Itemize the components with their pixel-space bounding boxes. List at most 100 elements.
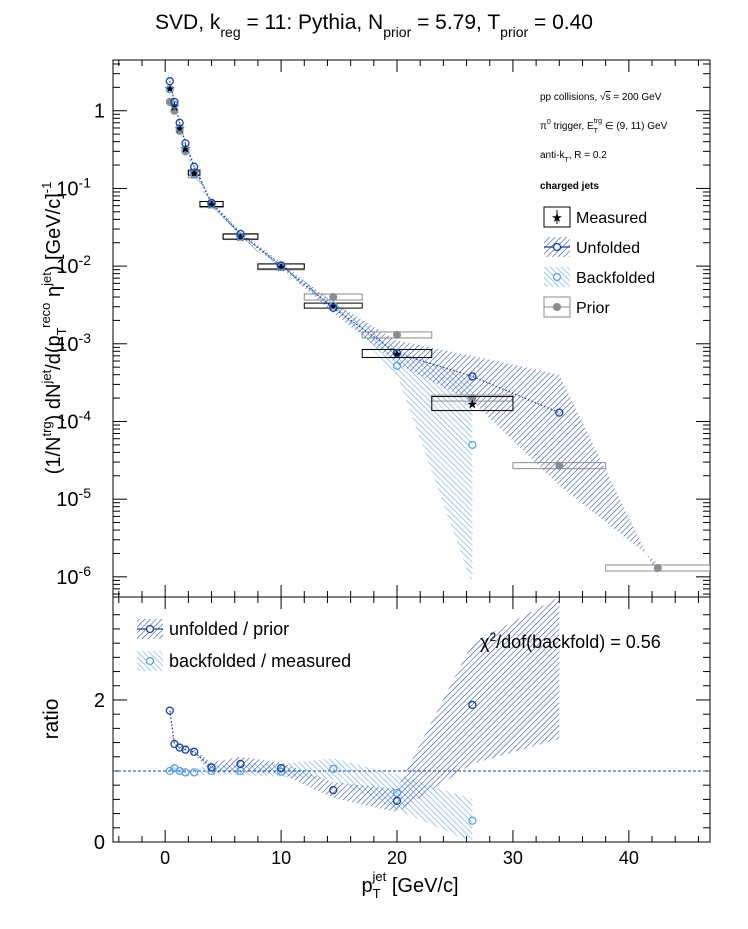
measured-point: ★ (180, 141, 192, 156)
unfolded-ratio-point (189, 747, 199, 756)
backfolded-band (169, 87, 473, 585)
annotation-chi2: χ2/dof(backfold) = 0.56 (480, 630, 661, 652)
unfolded-ratio-point (236, 759, 245, 769)
measured-point: ★ (188, 166, 200, 181)
unfolded-ratio-point (276, 763, 286, 773)
top-y-tick-label: 10-3 (56, 330, 91, 356)
top-y-tick-label: 1 (94, 101, 105, 123)
backfolded-point (468, 440, 477, 450)
ratio-plot-frame (112, 596, 711, 843)
unfolded-band (169, 78, 658, 577)
unfolded-ratio-point (329, 786, 338, 795)
unfolded-point (170, 97, 179, 107)
ratio-y-tick-label: 2 (94, 690, 105, 712)
legend-measured: ★ Measured (543, 206, 647, 228)
measured-box (222, 233, 259, 240)
backfolded-point (165, 84, 174, 94)
backfolded-ratio-point (392, 788, 402, 798)
unfolded-point (189, 162, 199, 171)
legend-prior: Prior (543, 296, 610, 318)
measured-point: ★ (327, 299, 339, 314)
measured-point: ★ (391, 346, 403, 361)
legend-prior-label: Prior (576, 300, 610, 317)
measured-box (431, 396, 514, 412)
backfolded-ratio-point (468, 816, 477, 825)
annotation-algo: anti-kT, R = 0.2 (540, 150, 607, 164)
legend-unfolded-over-prior: unfolded / prior (137, 619, 289, 639)
backfolded-point (175, 123, 184, 133)
unfolded-ratio-point (181, 745, 190, 754)
x-tick-label: 40 (619, 848, 639, 868)
measured-point: ★ (206, 197, 218, 212)
prior-point (555, 461, 564, 470)
chart-title: SVD, kreg = 11: Pythia, Nprior = 5.79, T… (155, 11, 593, 40)
unfolded-point (276, 261, 286, 270)
measured-point: ★ (169, 99, 181, 114)
unfolded-ratio-point (207, 763, 216, 772)
legend-unfolded-label: Unfolded (576, 240, 640, 257)
annotation-trigger: π0 trigger, ETtrg ∈ (9, 11) GeV (540, 118, 668, 135)
unfolded-point (181, 139, 190, 148)
x-tick-label: 20 (387, 848, 407, 868)
legend-backfolded-label: Backfolded (576, 270, 655, 287)
prior-point (170, 106, 179, 115)
top-legend: ★ Measured Unfolded Backfolded Prior (543, 206, 655, 318)
legend-measured-label: Measured (576, 210, 647, 227)
legend-backfolded-over-measured-label: backfolded / measured (169, 651, 351, 671)
unfolded-point (175, 118, 184, 127)
measured-point: ★ (275, 259, 287, 274)
ratio-y-tick-label: 0 (94, 832, 105, 854)
top-axes: 1 10-1 10-2 10-3 10-4 10-5 10-6 (56, 60, 710, 597)
backfolded-point (236, 232, 245, 241)
backfolded-ratio-band (169, 758, 473, 842)
unfolded-ratio-point (468, 700, 477, 710)
unfolded-point (555, 408, 564, 417)
legend-unfolded: Unfolded (544, 237, 640, 257)
top-y-tick-label: 10-5 (56, 485, 91, 511)
x-tick-label: 0 (160, 848, 170, 868)
backfolded-ratio-point (189, 768, 199, 777)
backfolded-ratio-point (181, 768, 190, 777)
prior-point (393, 330, 402, 339)
backfolded-ratio-point (276, 767, 286, 776)
backfolded-point (170, 100, 179, 109)
backfolded-point (392, 361, 402, 370)
legend-measured-marker: ★ (551, 210, 563, 225)
annotation-collisions: pp collisions, √s = 200 GeV (540, 91, 662, 103)
unfolded-point (329, 303, 338, 313)
unfolded-point (236, 229, 245, 239)
unfolded-ratio-point (392, 796, 402, 805)
unfolded-point (207, 198, 216, 208)
measured-point: ★ (174, 121, 186, 136)
unfolded-point (468, 372, 477, 381)
unfolded-point (165, 77, 174, 86)
measured-box (303, 302, 363, 309)
ratio-marks (165, 700, 477, 825)
annotation-jets: charged jets (540, 181, 599, 192)
top-y-tick-label: 10-2 (56, 252, 91, 278)
top-marks: ★ ★ ★ ★ ★ ★ ★ ★ ★ ★ ★ (164, 77, 710, 572)
prior-point (329, 293, 338, 302)
prior-point (653, 563, 662, 572)
backfolded-ratio-point (207, 766, 216, 776)
unfolded-ratio-band (169, 597, 560, 813)
top-bands (169, 78, 658, 585)
measured-point: ★ (467, 397, 479, 412)
legend-backfolded-over-measured: backfolded / measured (137, 651, 351, 671)
unfolded-ratio-point (165, 706, 174, 715)
measured-point: ★ (164, 81, 176, 96)
top-y-tick-label: 10-6 (56, 563, 91, 589)
legend-unfolded-over-prior-label: unfolded / prior (169, 619, 289, 639)
backfolded-ratio-point (175, 766, 184, 776)
top-y-tick-label: 10-1 (56, 174, 91, 200)
ratio-legend: unfolded / prior backfolded / measured (137, 619, 351, 671)
x-tick-label: 10 (271, 848, 291, 868)
top-y-tick-label: 10-4 (56, 407, 91, 433)
ratio-y-axis-label: ratio (40, 699, 63, 740)
legend-backfolded: Backfolded (544, 267, 655, 287)
unfolded-point (392, 348, 402, 358)
backfolded-point (329, 301, 338, 310)
ratio-bands (169, 597, 560, 842)
x-tick-label: 30 (503, 848, 523, 868)
